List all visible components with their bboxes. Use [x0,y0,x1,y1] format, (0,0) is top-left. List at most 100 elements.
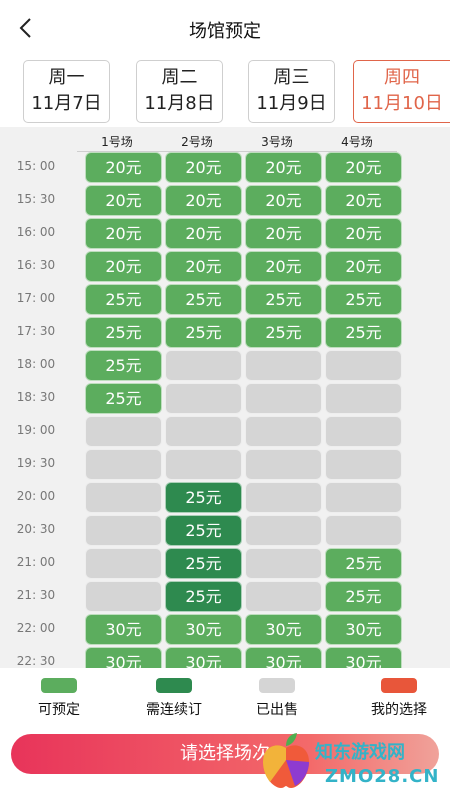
slot-court-1-available[interactable]: 20元 [85,251,162,282]
slot-court-4-available[interactable]: 20元 [325,218,402,249]
time-label: 16: 30 [16,258,56,272]
time-label: 17: 30 [16,324,56,338]
slot-court-1-available[interactable]: 25元 [85,350,162,381]
time-label: 20: 00 [16,489,56,503]
slot-court-2-renew[interactable]: 25元 [165,482,242,513]
slot-court-3-available[interactable]: 20元 [245,185,322,216]
slot-court-4-available[interactable]: 25元 [325,548,402,579]
slot-court-4-available[interactable]: 30元 [325,647,402,668]
date-weekday: 周二 [161,67,198,88]
slot-court-2-available[interactable]: 20元 [165,152,242,183]
slot-court-3-sold [245,449,322,480]
watermark-text: 知东游戏网 [315,742,405,763]
slot-court-2-available[interactable]: 30元 [165,614,242,645]
slot-court-2-sold [165,383,242,414]
slot-court-4-sold [325,383,402,414]
date-day: 11月7日 [31,93,102,114]
slot-court-1-available[interactable]: 20元 [85,218,162,249]
slot-court-2-available[interactable]: 20元 [165,218,242,249]
select-session-button[interactable]: 请选择场次 [11,734,439,774]
time-label: 21: 30 [16,588,56,602]
slot-court-1-sold [85,515,162,546]
slot-court-4-available[interactable]: 20元 [325,152,402,183]
watermark-sub: ZMO28.CN [325,766,440,787]
slot-court-1-available[interactable]: 20元 [85,152,162,183]
legend-item-renew: 需连续订 [129,678,219,719]
date-day: 11月8日 [144,93,215,114]
time-label: 22: 00 [16,621,56,635]
date-selector: 周一 11月7日 周二 11月8日 周三 11月9日 周四 11月10日 [0,57,450,127]
slot-court-1-sold [85,581,162,612]
slot-court-3-available[interactable]: 30元 [245,647,322,668]
slot-court-4-available[interactable]: 30元 [325,614,402,645]
date-card-4-selected[interactable]: 周四 11月10日 [353,60,450,123]
legend-item-available: 可预定 [14,678,104,719]
legend-swatch [41,678,77,693]
footer: 请选择场次 [0,728,450,800]
slot-court-1-available[interactable]: 30元 [85,647,162,668]
slot-court-1-available[interactable]: 25元 [85,284,162,315]
court-header-3: 3号场 [237,133,317,152]
slot-court-4-available[interactable]: 25元 [325,284,402,315]
time-label: 17: 00 [16,291,56,305]
time-label: 15: 00 [16,159,56,173]
slot-court-2-available[interactable]: 30元 [165,647,242,668]
slot-court-4-available[interactable]: 25元 [325,317,402,348]
slot-court-4-sold [325,449,402,480]
slot-court-3-sold [245,515,322,546]
date-card-1[interactable]: 周一 11月7日 [23,60,110,123]
slot-court-1-available[interactable]: 30元 [85,614,162,645]
legend-swatch [259,678,295,693]
slot-court-3-available[interactable]: 25元 [245,284,322,315]
time-label: 16: 00 [16,225,56,239]
date-card-3[interactable]: 周三 11月9日 [248,60,335,123]
slot-court-3-available[interactable]: 20元 [245,251,322,282]
slot-court-3-available[interactable]: 20元 [245,152,322,183]
legend: 可预定 需连续订 已出售 我的选择 [0,668,450,728]
court-header-4: 4号场 [317,133,397,152]
slot-court-1-available[interactable]: 20元 [85,185,162,216]
app-header: 场馆预定 [0,0,450,57]
time-label: 19: 00 [16,423,56,437]
slot-court-3-sold [245,548,322,579]
date-card-2[interactable]: 周二 11月8日 [136,60,223,123]
slot-court-1-sold [85,416,162,447]
slot-court-1-sold [85,548,162,579]
slot-court-4-available[interactable]: 20元 [325,251,402,282]
slot-court-1-sold [85,449,162,480]
slot-court-3-sold [245,383,322,414]
slot-court-2-sold [165,416,242,447]
slot-court-1-available[interactable]: 25元 [85,317,162,348]
slot-court-4-available[interactable]: 20元 [325,185,402,216]
date-weekday: 周一 [48,67,85,88]
slot-court-3-sold [245,482,322,513]
slot-court-2-renew[interactable]: 25元 [165,548,242,579]
time-label: 20: 30 [16,522,56,536]
time-label: 21: 00 [16,555,56,569]
slot-court-2-available[interactable]: 20元 [165,185,242,216]
court-header-1: 1号场 [77,133,157,152]
slot-court-1-available[interactable]: 25元 [85,383,162,414]
apple-logo-icon [263,733,309,788]
slot-court-2-available[interactable]: 25元 [165,317,242,348]
slot-court-2-renew[interactable]: 25元 [165,515,242,546]
time-label: 18: 00 [16,357,56,371]
date-weekday: 周三 [273,67,310,88]
time-label: 18: 30 [16,390,56,404]
slot-court-2-available[interactable]: 20元 [165,251,242,282]
slot-court-3-available[interactable]: 30元 [245,614,322,645]
chevron-left-icon[interactable] [14,16,38,40]
slot-court-4-available[interactable]: 25元 [325,581,402,612]
date-day: 11月10日 [361,93,443,114]
time-label: 15: 30 [16,192,56,206]
slot-court-3-available[interactable]: 20元 [245,218,322,249]
slot-court-2-available[interactable]: 25元 [165,284,242,315]
date-weekday: 周四 [384,67,420,88]
slot-court-2-renew[interactable]: 25元 [165,581,242,612]
legend-item-my-choice: 我的选择 [354,678,444,719]
slot-court-2-sold [165,350,242,381]
slot-court-3-available[interactable]: 25元 [245,317,322,348]
slot-court-4-sold [325,350,402,381]
legend-label: 我的选择 [371,702,427,718]
slot-court-4-sold [325,515,402,546]
